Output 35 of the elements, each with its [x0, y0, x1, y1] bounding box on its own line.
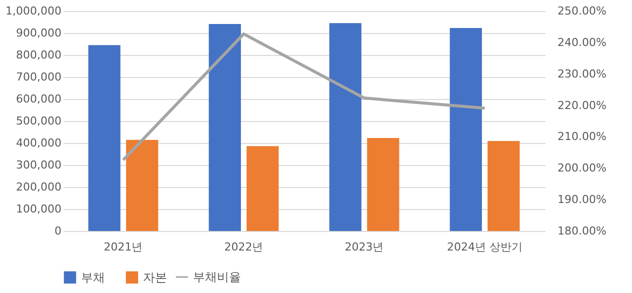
- y-tick-label: 400,000: [16, 136, 62, 150]
- bar: [88, 45, 120, 231]
- bar: [450, 28, 482, 231]
- y2-tick-label: 200.00%: [558, 162, 606, 175]
- bar: [488, 141, 520, 231]
- y-tick-label: 0: [54, 224, 62, 238]
- y2-tick-label: 230.00%: [558, 67, 606, 80]
- line-series: [122, 32, 486, 162]
- bar: [246, 146, 279, 231]
- y-tick-label: 600,000: [16, 92, 62, 106]
- x-tick-label: 2024년 상반기: [447, 240, 522, 254]
- y2-tick-label: 240.00%: [558, 36, 606, 49]
- legend-label: 자본: [143, 270, 167, 284]
- y-tick-label: 900,000: [16, 26, 62, 40]
- y2-tick-label: 190.00%: [558, 193, 606, 206]
- y2-tick-label: 220.00%: [558, 98, 606, 112]
- x-tick-label: 2023년: [344, 240, 384, 254]
- legend-label: 부채비율: [193, 270, 241, 284]
- y2-tick-label: 250.00%: [558, 4, 606, 18]
- legend-label: 부채: [81, 270, 105, 284]
- bar: [208, 24, 241, 231]
- y-tick-label: 200,000: [16, 180, 62, 194]
- y-tick-label: 500,000: [16, 114, 62, 128]
- bar: [126, 140, 158, 231]
- bar: [329, 23, 362, 231]
- x-tick-label: 2022년: [224, 240, 264, 254]
- y-tick-label: 100,000: [16, 202, 62, 216]
- y-tick-label: 700,000: [16, 70, 62, 84]
- y2-tick-label: 180.00%: [558, 224, 606, 238]
- x-tick-label: 2021년: [104, 240, 143, 254]
- y-tick-label: 300,000: [16, 158, 62, 172]
- y2-tick-label: 210.00%: [558, 130, 606, 144]
- y-tick-label: 800,000: [16, 48, 62, 62]
- bar: [367, 138, 400, 231]
- y-tick-label: 1,000,000: [6, 4, 62, 18]
